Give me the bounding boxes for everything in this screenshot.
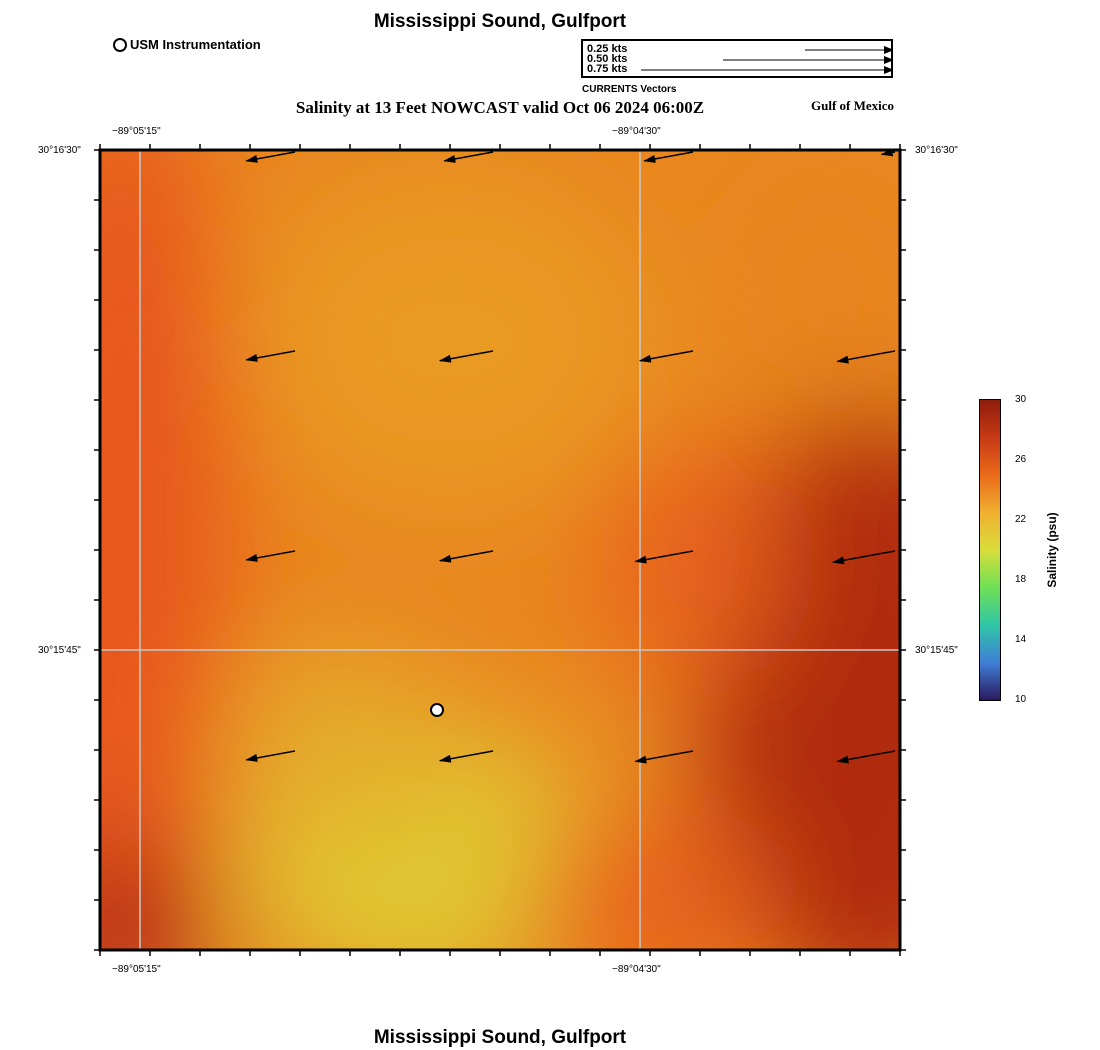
left-tick-label: 30°16'30" <box>38 145 81 156</box>
current-vector-arrow <box>438 750 494 763</box>
salinity-field <box>100 150 900 950</box>
current-vector-arrow <box>443 151 494 163</box>
scale-label-050: 0.50 kts <box>587 53 628 65</box>
salinity-map <box>94 144 906 956</box>
current-vector-arrow <box>245 550 296 562</box>
colorbar-tick: 14 <box>1015 634 1027 645</box>
current-vector-arrow <box>245 350 296 362</box>
map-title: Mississippi Sound, Gulfport <box>373 11 627 32</box>
right-tick-label: 30°16'30" <box>915 145 958 156</box>
colorbar-title: Salinity (psu) <box>1045 512 1059 588</box>
current-vector-arrow <box>880 150 896 157</box>
current-vector-arrow <box>245 151 296 163</box>
colorbar-gradient <box>980 400 1000 700</box>
map-footer-title: Mississippi Sound, Gulfport <box>373 1027 627 1048</box>
usm-station-marker <box>430 703 444 717</box>
current-vector-arrow <box>438 550 494 563</box>
station-legend: USM Instrumentation <box>113 37 261 52</box>
station-marker-icon <box>113 37 127 52</box>
vector-caption: CURRENTS Vectors <box>582 84 677 95</box>
current-vector-arrow <box>836 350 896 364</box>
station-legend-label: USM Instrumentation <box>130 37 261 52</box>
vector-scale-labels: 0.25 kts 0.50 kts 0.75 kts <box>587 43 628 75</box>
colorbar-tick: 22 <box>1015 514 1027 525</box>
vector-scale-legend: 0.25 kts 0.50 kts 0.75 kts <box>581 39 893 78</box>
colorbar-tick: 10 <box>1015 694 1027 705</box>
colorbar-tick: 30 <box>1015 394 1027 405</box>
scale-label-075: 0.75 kts <box>587 63 628 75</box>
region-label: Gulf of Mexico <box>811 98 895 113</box>
current-vector-arrow <box>638 350 694 363</box>
current-vector-arrow <box>634 550 694 564</box>
current-vector-arrow <box>438 350 494 363</box>
top-tick-label: −89°05'15" <box>112 126 161 137</box>
frame-ticks <box>94 144 906 956</box>
map-subtitle: Salinity at 13 Feet NOWCAST valid Oct 06… <box>295 98 705 117</box>
bottom-tick-label: −89°05'15" <box>112 964 161 975</box>
right-tick-label: 30°15'45" <box>915 645 958 656</box>
top-tick-label: −89°04'30" <box>612 126 661 137</box>
current-vectors <box>245 150 896 764</box>
scale-label-025: 0.25 kts <box>587 43 628 55</box>
colorbar-tick: 26 <box>1015 454 1027 465</box>
current-vector-arrow <box>245 750 296 762</box>
vector-scale-arrows <box>641 46 891 74</box>
current-vector-arrow <box>836 750 896 764</box>
colorbar <box>979 399 1001 701</box>
current-vector-arrow <box>643 151 694 163</box>
left-tick-label: 30°15'45" <box>38 645 81 656</box>
current-vector-arrow <box>832 550 896 565</box>
bottom-tick-label: −89°04'30" <box>612 964 661 975</box>
colorbar-tick: 18 <box>1015 574 1027 585</box>
current-vector-arrow <box>634 750 694 764</box>
